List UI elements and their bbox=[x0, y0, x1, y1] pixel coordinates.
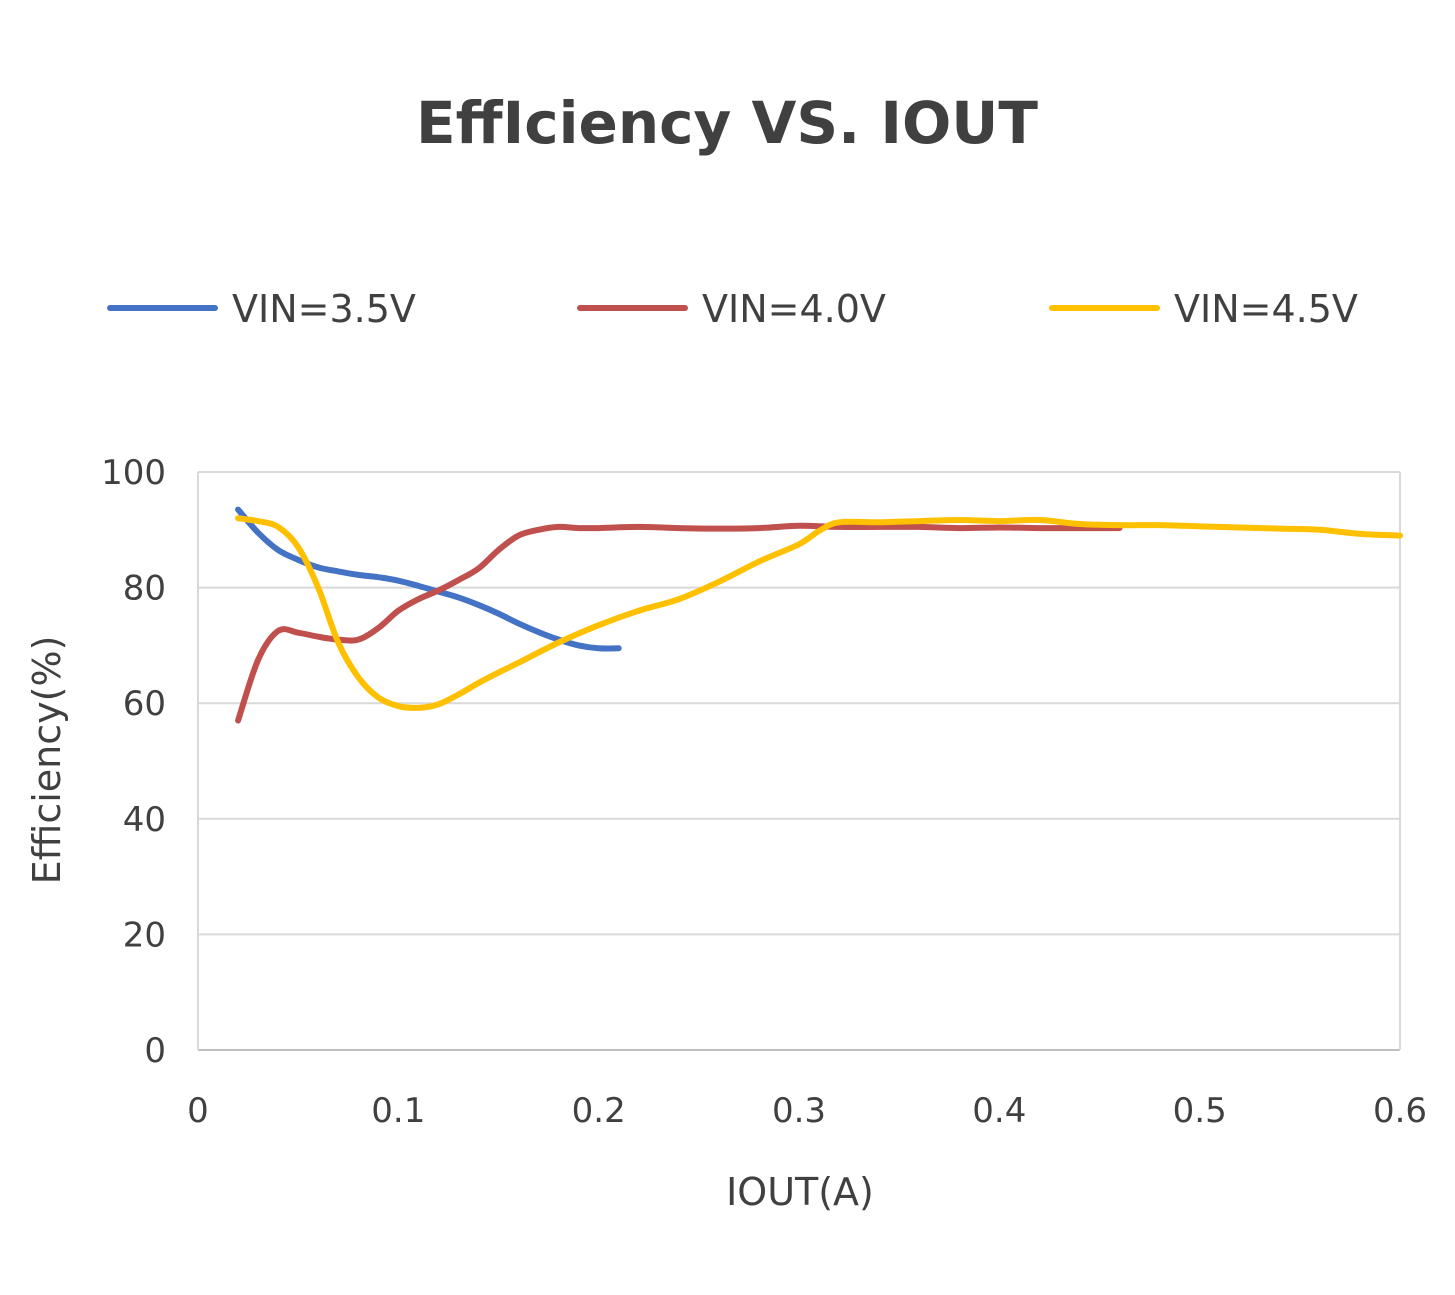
x-tick-label: 0.1 bbox=[371, 1091, 425, 1131]
x-axis-label: IOUT(A) bbox=[726, 1170, 874, 1214]
y-tick-label: 0 bbox=[144, 1031, 166, 1071]
x-tick-label: 0.6 bbox=[1373, 1091, 1427, 1131]
y-tick-label: 100 bbox=[101, 453, 166, 493]
x-tick-label: 0.5 bbox=[1173, 1091, 1227, 1131]
x-tick-label: 0.2 bbox=[572, 1091, 626, 1131]
legend-label-2: VIN=4.0V bbox=[702, 287, 886, 331]
y-tick-label: 40 bbox=[123, 800, 166, 840]
y-axis-ticks: 0 20 40 60 80 100 bbox=[101, 453, 166, 1071]
x-tick-label: 0.3 bbox=[772, 1091, 826, 1131]
x-tick-label: 0.4 bbox=[972, 1091, 1026, 1131]
y-axis-label: Efficiency(%) bbox=[25, 636, 69, 885]
y-tick-label: 20 bbox=[123, 915, 166, 955]
legend: VIN=3.5V VIN=4.0V VIN=4.5V bbox=[107, 287, 1358, 331]
y-tick-label: 80 bbox=[123, 569, 166, 609]
series-line-3 bbox=[235, 515, 1403, 711]
series-lines bbox=[235, 506, 1403, 724]
y-tick-label: 60 bbox=[123, 684, 166, 724]
x-axis-ticks: 0 0.1 0.2 0.3 0.4 0.5 0.6 bbox=[187, 1091, 1427, 1131]
x-tick-label: 0 bbox=[187, 1091, 209, 1131]
series-line-1 bbox=[235, 506, 622, 652]
plot-frame bbox=[197, 472, 1401, 1051]
chart-title: EffIciency VS. IOUT bbox=[416, 89, 1038, 157]
legend-label-1: VIN=3.5V bbox=[232, 287, 416, 331]
legend-label-3: VIN=4.5V bbox=[1174, 287, 1358, 331]
